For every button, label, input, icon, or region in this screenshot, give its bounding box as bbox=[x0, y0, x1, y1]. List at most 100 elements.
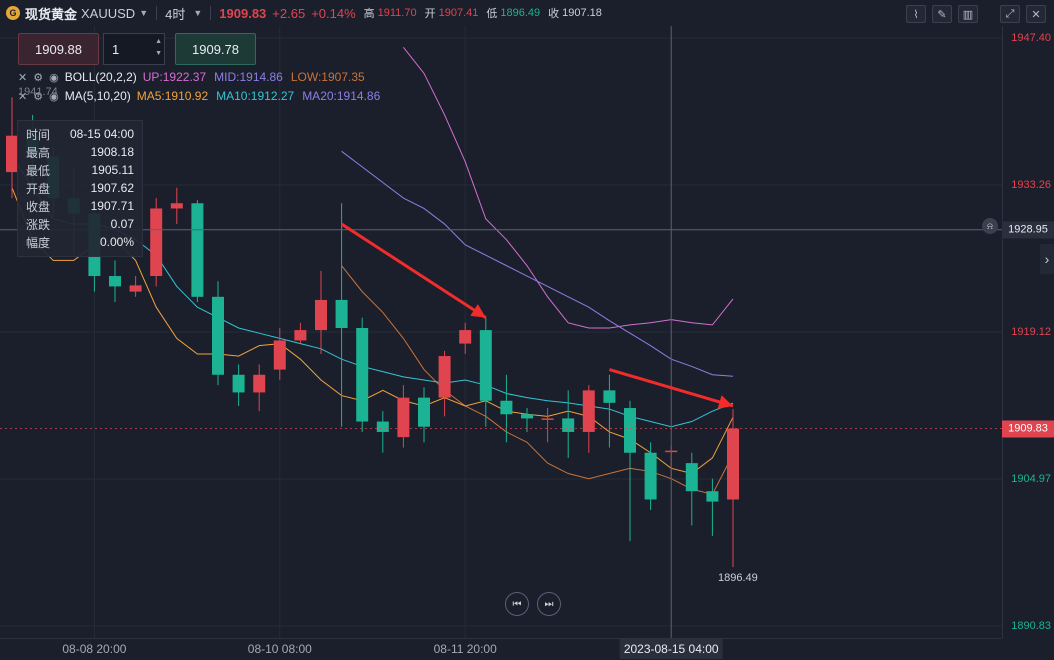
open-label: 开 bbox=[424, 8, 436, 20]
symbol-header: G 现货黄金 XAUUSD ▼ 4时 ▼ 1909.83 +2.65 +0.14… bbox=[0, 0, 1054, 26]
annotation-arrow bbox=[340, 222, 487, 319]
sell-price-button[interactable]: 1909.88 bbox=[18, 33, 99, 65]
chart-type-icon[interactable]: ⌇ bbox=[906, 5, 926, 23]
candle-down bbox=[706, 491, 719, 502]
gold-coin-icon: G bbox=[6, 6, 20, 20]
quantity-stepper[interactable]: 1 ▲ ▼ bbox=[103, 33, 165, 65]
candle-down bbox=[479, 330, 492, 401]
settings-icon[interactable]: ⚙ bbox=[33, 71, 44, 84]
candle-up bbox=[273, 340, 286, 370]
price-axis-label: 1947.40 bbox=[1011, 32, 1051, 44]
symbol-name[interactable]: 现货黄金 bbox=[25, 6, 78, 22]
price-axis-label: 1919.12 bbox=[1011, 325, 1051, 338]
time-axis[interactable]: 08-08 20:00 08-10 08:00 08-11 20:00 2023-08… bbox=[0, 638, 1002, 660]
boll-up-value: UP:1922.37 bbox=[142, 70, 207, 84]
last-price: 1909.83 bbox=[219, 5, 267, 21]
annotation-arrow bbox=[608, 368, 734, 408]
boll-name: BOLL(20,2,2) bbox=[64, 70, 137, 84]
visibility-icon[interactable]: ◉ bbox=[49, 71, 59, 84]
annotation-arrowhead bbox=[717, 395, 733, 409]
candle-down bbox=[521, 414, 533, 419]
visibility-icon[interactable]: ◉ bbox=[49, 90, 59, 103]
low-value: 1896.49 bbox=[500, 7, 541, 19]
crosshair-time-tag: 2023-08-15 04:00 bbox=[619, 639, 723, 659]
candle-info-panel: 时间 08-15 04:00 最高 1908.18 最低 1905.11 开盘 1907… bbox=[17, 120, 143, 257]
candle-down bbox=[109, 276, 121, 287]
time-axis-label: 08-08 20:00 bbox=[62, 642, 127, 656]
candle-down bbox=[356, 327, 369, 422]
annotation-arrowhead bbox=[470, 304, 486, 318]
price-chart[interactable] bbox=[0, 26, 1002, 638]
divider bbox=[210, 6, 212, 20]
increase-icon[interactable]: ▲ bbox=[155, 38, 162, 45]
quick-trade-panel: 1909.88 1 ▲ ▼ 1909.78 bbox=[18, 33, 256, 65]
symbol-dropdown-icon[interactable]: ▼ bbox=[139, 8, 149, 18]
price-axis[interactable]: 1947.40 1933.26 1919.12 1904.97 1890.83 bbox=[1002, 26, 1054, 638]
high-value: 1911.70 bbox=[377, 7, 417, 19]
candle-up bbox=[397, 397, 410, 438]
boll-low-value: LOW:1907.35 bbox=[290, 70, 365, 84]
ma-name: MA(5,10,20) bbox=[64, 89, 131, 103]
candle-down bbox=[685, 463, 698, 492]
chart-toolbar: ⌇ ✎ ▥ ⤢ ✕ bbox=[906, 5, 1046, 23]
info-row-amplitude: 幅度 0.00% bbox=[26, 235, 134, 250]
boll-legend: ✕ ⚙ ◉ BOLL(20,2,2) UP:1922.37 MID:1914.8… bbox=[18, 70, 365, 84]
ma20-value: MA20:1914.86 bbox=[302, 89, 381, 103]
ma10-value: MA10:1912.27 bbox=[216, 89, 295, 103]
high-label: 高 bbox=[363, 8, 375, 20]
scroll-to-end-button[interactable]: ⏭ bbox=[537, 592, 561, 616]
info-row-low: 最低 1905.11 bbox=[26, 163, 134, 178]
price-axis-label: 1904.97 bbox=[1011, 473, 1051, 486]
decrease-icon[interactable]: ▼ bbox=[155, 50, 162, 57]
symbol-code[interactable]: XAUUSD bbox=[81, 5, 136, 21]
settings-icon[interactable]: ⚙ bbox=[33, 90, 44, 103]
close-indicator-icon[interactable]: ✕ bbox=[18, 90, 28, 103]
low-label: 低 bbox=[486, 8, 498, 20]
expand-panel-icon[interactable]: › bbox=[1040, 244, 1054, 274]
max-price-label: 1941.74 bbox=[18, 86, 58, 98]
candle-up bbox=[253, 374, 266, 393]
open-value: 1907.41 bbox=[438, 7, 479, 19]
timeframe-dropdown-icon[interactable]: ▼ bbox=[193, 8, 203, 18]
candle-down bbox=[562, 418, 575, 432]
min-price-label: 1896.49 bbox=[718, 572, 758, 584]
candle-down bbox=[500, 400, 513, 415]
timeframe-selector[interactable]: 4时 bbox=[165, 6, 186, 22]
boll-mid-line bbox=[341, 150, 734, 377]
candle-up bbox=[727, 428, 739, 500]
close-label: 收 bbox=[548, 8, 560, 20]
close-indicator-icon[interactable]: ✕ bbox=[18, 71, 28, 84]
fullscreen-icon[interactable]: ⤢ bbox=[1000, 5, 1020, 23]
candle-up bbox=[459, 330, 472, 344]
candle-up bbox=[582, 390, 595, 432]
candle-up bbox=[6, 135, 18, 173]
draw-icon[interactable]: ✎ bbox=[932, 5, 952, 23]
candle-down bbox=[418, 397, 430, 427]
candle-style-icon[interactable]: ▥ bbox=[958, 5, 978, 23]
price-change: +2.65 bbox=[272, 5, 306, 21]
quantity-value[interactable]: 1 bbox=[112, 41, 120, 57]
close-value: 1907.18 bbox=[562, 7, 602, 19]
info-row-close: 收盘 1907.71 bbox=[26, 199, 134, 214]
close-icon[interactable]: ✕ bbox=[1026, 5, 1046, 23]
scroll-to-start-button[interactable]: ⏮ bbox=[505, 592, 529, 616]
candle-down bbox=[191, 203, 204, 297]
candle-down bbox=[603, 390, 616, 403]
candle-up bbox=[129, 285, 142, 292]
buy-price-button[interactable]: 1909.78 bbox=[175, 33, 256, 65]
crosshair-price-tag: 1928.95 bbox=[1002, 221, 1054, 239]
last-price-tag: 1909.83 bbox=[1002, 420, 1054, 437]
price-alert-icon[interactable]: ⍾ bbox=[982, 218, 998, 234]
candle-up bbox=[541, 418, 554, 420]
candle-up bbox=[438, 356, 451, 398]
price-axis-label: 1890.83 bbox=[1011, 620, 1051, 632]
candle-down bbox=[335, 299, 348, 328]
info-row-change: 涨跌 0.07 bbox=[26, 217, 134, 232]
info-row-open: 开盘 1907.62 bbox=[26, 181, 134, 196]
candle-up bbox=[170, 203, 183, 209]
candle-down bbox=[624, 408, 636, 453]
candle-up bbox=[150, 208, 163, 277]
ma-legend: ✕ ⚙ ◉ MA(5,10,20) MA5:1910.92 MA10:1912.… bbox=[18, 89, 380, 103]
candle-down bbox=[376, 421, 389, 432]
candle-down bbox=[212, 296, 224, 375]
